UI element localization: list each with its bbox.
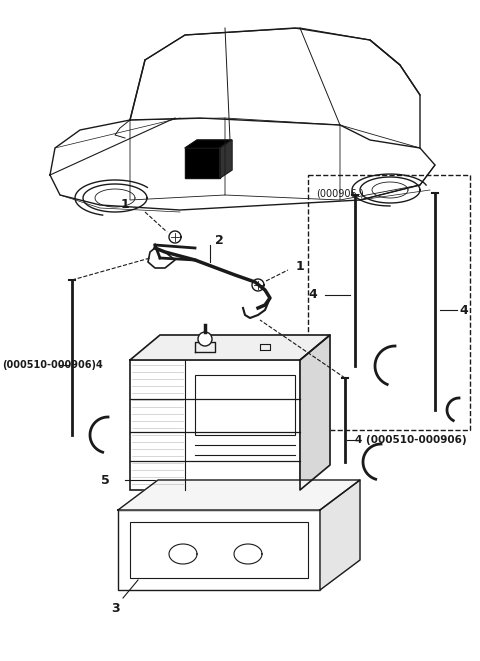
Circle shape (198, 332, 212, 346)
Bar (130, 360, 300, 490)
Text: 5: 5 (101, 473, 110, 486)
Bar (118, 510, 320, 590)
Text: 4 (000510-000906): 4 (000510-000906) (355, 435, 467, 445)
Text: 4: 4 (308, 288, 317, 301)
Text: 2: 2 (215, 233, 224, 247)
Polygon shape (320, 480, 360, 590)
Polygon shape (220, 140, 232, 178)
Bar (308, 175, 470, 430)
Text: 3: 3 (112, 602, 120, 615)
Polygon shape (300, 335, 330, 490)
Polygon shape (118, 480, 360, 510)
Text: (000906-): (000906-) (316, 189, 364, 199)
Text: 1: 1 (120, 198, 130, 212)
Bar (195, 375, 295, 435)
Polygon shape (130, 335, 330, 360)
Polygon shape (185, 140, 232, 148)
Text: (000510-000906)4: (000510-000906)4 (2, 360, 103, 370)
Polygon shape (185, 148, 220, 178)
Text: 4: 4 (459, 303, 468, 317)
Text: 1: 1 (296, 260, 305, 274)
Bar (130, 522, 308, 578)
